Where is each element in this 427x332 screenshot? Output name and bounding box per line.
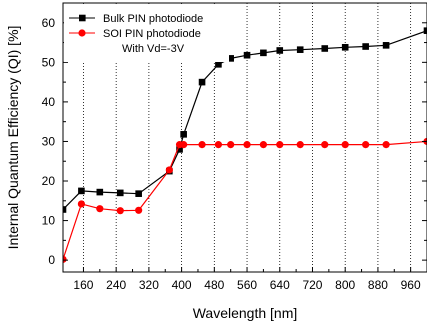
data-point-bulk [78, 187, 85, 195]
x-tick-label: 560 [237, 278, 257, 292]
data-point-soi [198, 141, 206, 149]
data-point-soi [63, 255, 67, 263]
legend-label-bulk: Bulk PIN photodiode [103, 13, 203, 25]
data-point-bulk [180, 131, 187, 138]
x-axis-label: Wavelength [nm] [193, 305, 298, 321]
data-point-soi [135, 206, 143, 214]
data-point-bulk [176, 146, 183, 153]
x-tick-label: 960 [401, 278, 421, 292]
data-point-bulk [116, 189, 124, 197]
data-point-soi [77, 200, 86, 208]
data-point-soi [276, 141, 284, 149]
data-point-soi [296, 141, 304, 149]
data-point-bulk [215, 61, 222, 68]
x-tick-label: 240 [106, 278, 126, 292]
series-line-1 [63, 140, 427, 260]
x-tick-label: 160 [73, 278, 93, 292]
data-point-bulk [296, 46, 304, 53]
legend: Bulk PIN photodiode SOI PIN photodiode W… [64, 4, 229, 62]
data-point-soi [321, 141, 329, 149]
data-point-bulk [198, 78, 206, 86]
y-tick-label: 40 [42, 95, 56, 109]
data-point-bulk [362, 43, 369, 50]
x-tick-label: 400 [172, 278, 192, 292]
data-point-bulk [260, 49, 267, 57]
data-point-bulk [382, 42, 390, 49]
data-point-bulk [423, 27, 427, 34]
y-tick-label: 60 [42, 16, 56, 30]
series-group [63, 27, 427, 263]
y-tick-label: 20 [42, 174, 56, 188]
legend-label-soi: SOI PIN photodiode [103, 28, 201, 40]
data-point-soi [243, 141, 251, 149]
legend-marker-soi [78, 29, 86, 37]
data-point-bulk [135, 190, 142, 197]
y-tick-label: 30 [42, 134, 56, 148]
data-point-soi [214, 141, 223, 149]
data-point-soi [180, 141, 188, 149]
data-point-bulk [243, 51, 251, 59]
x-tick-label: 480 [204, 278, 224, 292]
x-tick-label: 880 [368, 278, 388, 292]
data-point-bulk [96, 188, 104, 196]
data-point-soi [362, 141, 370, 149]
data-point-bulk [63, 206, 67, 213]
x-tick-label: 720 [302, 278, 322, 292]
x-tick-label: 640 [270, 278, 290, 292]
data-point-soi [116, 207, 124, 215]
data-point-bulk [321, 45, 329, 52]
x-tick-label: 800 [335, 278, 355, 292]
x-tick-label: 320 [139, 278, 159, 292]
legend-marker-bulk [79, 14, 86, 22]
data-point-bulk [276, 47, 284, 54]
data-point-soi [96, 205, 104, 213]
y-tick-label: 10 [42, 214, 56, 228]
data-point-bulk [341, 44, 349, 51]
data-point-soi [382, 141, 390, 149]
y-axis-label: Internal Quantum Efficiency (QI) [%] [5, 26, 21, 250]
data-point-soi [341, 141, 349, 149]
data-point-bulk [227, 55, 234, 62]
bias-annotation: With Vd=-3V [122, 43, 185, 55]
axes: 160 240 320 400 480 560 640 720 800 880 960 0 10 20 30… [42, 16, 427, 292]
y-tick-label: 50 [42, 55, 56, 69]
legend-item-bulk: Bulk PIN photodiode [69, 13, 203, 25]
data-point-soi [165, 166, 173, 174]
y-tick-label: 0 [48, 253, 55, 267]
data-point-soi [259, 141, 268, 149]
data-point-soi [227, 141, 235, 149]
series-layer [63, 27, 427, 263]
plot-frame [62, 2, 427, 273]
legend-item-soi: SOI PIN photodiode [69, 28, 201, 40]
